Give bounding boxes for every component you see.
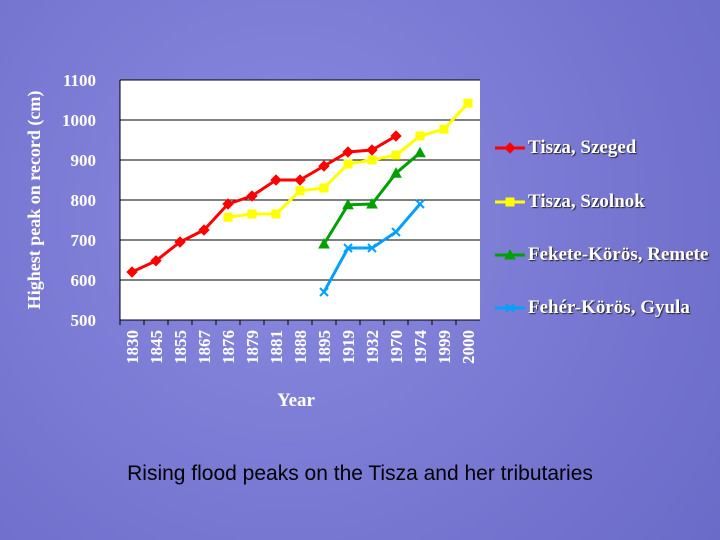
data-point xyxy=(319,183,329,193)
data-point xyxy=(463,98,473,108)
data-point xyxy=(367,243,377,253)
data-point xyxy=(271,209,281,219)
x-tick-label: 1999 xyxy=(435,330,454,364)
legend-label: Tisza, Szolnok xyxy=(528,191,645,212)
data-point xyxy=(174,236,186,248)
data-point xyxy=(366,197,378,209)
caption: Rising flood peaks on the Tisza and her … xyxy=(127,462,593,485)
legend-label: Fehér-Körös, Gyula xyxy=(528,297,690,318)
data-point xyxy=(318,237,330,249)
x-tick-label: 1876 xyxy=(219,330,238,364)
x-tick-label: 1879 xyxy=(243,330,262,364)
x-tick-label: 1888 xyxy=(291,330,310,364)
data-point xyxy=(247,209,257,219)
data-point xyxy=(391,150,401,160)
data-point xyxy=(367,155,377,165)
x-axis-label: Year xyxy=(277,390,316,411)
y-tick-label: 1100 xyxy=(63,71,96,90)
data-point xyxy=(439,124,449,134)
x-tick-label: 1845 xyxy=(147,330,166,364)
y-axis-label: Highest peak on record (cm) xyxy=(24,91,45,310)
data-point xyxy=(343,243,353,253)
legend-label: Fekete-Körös, Remete xyxy=(528,244,709,265)
data-point xyxy=(415,199,425,209)
y-tick-label: 900 xyxy=(71,151,97,170)
data-point xyxy=(295,186,305,196)
x-tick-label: 2000 xyxy=(459,330,478,364)
data-point xyxy=(343,159,353,169)
data-point xyxy=(366,144,378,156)
data-point xyxy=(246,190,258,202)
y-tick-label: 700 xyxy=(71,231,97,250)
y-tick-label: 800 xyxy=(71,191,97,210)
data-point xyxy=(342,198,354,210)
x-tick-label: 1855 xyxy=(171,330,190,364)
x-tick-label: 1830 xyxy=(123,330,142,364)
x-tick-label: 1974 xyxy=(411,330,430,365)
legend-marker xyxy=(505,303,515,313)
data-point xyxy=(222,198,234,210)
y-tick-label: 500 xyxy=(71,311,97,330)
y-tick-label: 1000 xyxy=(62,111,96,130)
x-tick-label: 1970 xyxy=(387,330,406,364)
x-tick-label: 1867 xyxy=(195,330,214,365)
data-point xyxy=(294,174,306,186)
data-point xyxy=(390,167,402,178)
data-point xyxy=(318,160,330,172)
data-point xyxy=(126,266,138,278)
data-point xyxy=(342,146,354,158)
legend-marker xyxy=(504,248,516,260)
y-tick-label: 600 xyxy=(71,271,97,290)
data-point xyxy=(150,255,162,267)
legend-marker xyxy=(505,197,515,207)
data-point xyxy=(415,131,425,141)
data-point xyxy=(319,287,329,297)
legend-label: Tisza, Szeged xyxy=(528,137,637,158)
data-point xyxy=(270,174,282,186)
x-tick-label: 1881 xyxy=(267,330,286,364)
data-point xyxy=(391,227,401,237)
data-point xyxy=(223,212,233,222)
x-tick-label: 1919 xyxy=(339,330,358,364)
legend-marker xyxy=(504,142,516,154)
data-point xyxy=(390,130,402,142)
x-tick-label: 1895 xyxy=(315,330,334,364)
data-point xyxy=(198,224,210,236)
x-tick-label: 1932 xyxy=(363,330,382,364)
data-point xyxy=(414,146,426,158)
